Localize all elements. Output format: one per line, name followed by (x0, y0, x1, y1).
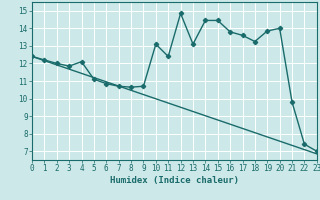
X-axis label: Humidex (Indice chaleur): Humidex (Indice chaleur) (110, 176, 239, 185)
